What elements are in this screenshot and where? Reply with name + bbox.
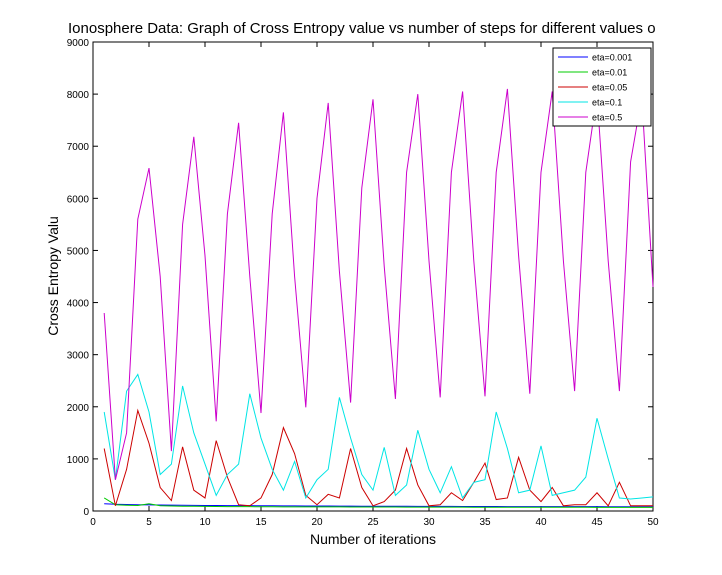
x-tick-label: 45: [591, 517, 603, 528]
series-line-eta-0-001: [104, 503, 653, 508]
y-tick-label: 2000: [67, 403, 90, 414]
x-tick-label: 0: [90, 517, 96, 528]
y-tick-label: 4000: [67, 299, 90, 310]
x-axis-label: Number of iterations: [310, 531, 436, 547]
x-tick-label: 50: [647, 517, 659, 528]
y-tick-label: 6000: [67, 194, 90, 205]
legend: eta=0.001 eta=0.01 eta=0.05 eta=0.1 eta=0.5: [552, 47, 652, 127]
legend-label: eta=0.1: [592, 98, 622, 108]
x-tick-label: 10: [199, 517, 211, 528]
series-line-eta-0-1: [103, 373, 654, 500]
legend-label: eta=0.05: [592, 83, 627, 93]
y-tick-label: 7000: [67, 142, 90, 153]
chart-title: Ionosphere Data: Graph of Cross Entropy …: [68, 20, 656, 37]
legend-label: eta=0.5: [592, 113, 622, 123]
series-line-eta-0-5: [103, 88, 654, 480]
x-axis: 0 5 10 15 20 25 30 35 40 45 50: [90, 42, 659, 528]
legend-label: eta=0.01: [592, 68, 627, 78]
x-tick-label: 25: [367, 517, 379, 528]
x-tick-label: 5: [146, 517, 152, 528]
y-tick-label: 8000: [67, 90, 90, 101]
x-tick-label: 30: [423, 517, 435, 528]
y-tick-label: 5000: [67, 246, 90, 257]
series-line-eta-0-01: [103, 497, 653, 508]
y-tick-label: 1000: [67, 455, 90, 466]
y-tick-label: 9000: [67, 38, 90, 49]
y-axis: 0 1000 2000 3000 4000 5000 6000 7000 8000 9000: [67, 38, 653, 518]
x-tick-label: 35: [479, 517, 491, 528]
legend-label: eta=0.001: [592, 53, 632, 63]
series-lines: [103, 88, 654, 508]
y-tick-label: 0: [83, 507, 89, 518]
y-axis-label: Cross Entropy Valu: [45, 216, 61, 336]
y-tick-label: 3000: [67, 351, 90, 362]
series-line-eta-0-05: [103, 408, 653, 507]
x-tick-label: 40: [535, 517, 547, 528]
x-tick-label: 15: [255, 517, 267, 528]
x-tick-label: 20: [311, 517, 323, 528]
